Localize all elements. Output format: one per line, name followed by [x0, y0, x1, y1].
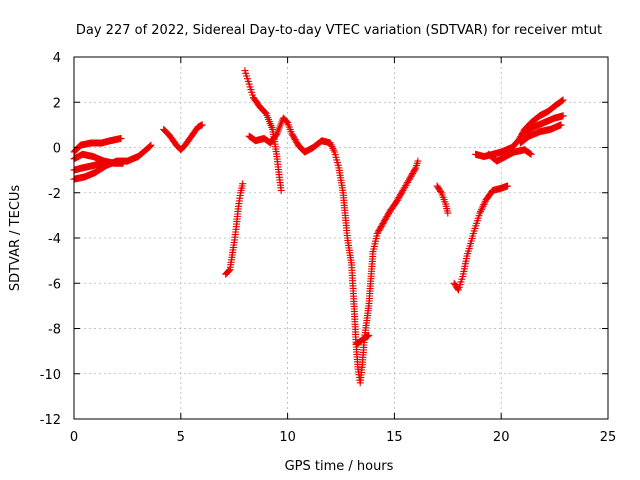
y-axis-ticks: -12 -10 -8 -6 -4 -2 0 2 4	[40, 51, 608, 428]
data-points	[70, 67, 567, 387]
data-point	[146, 142, 154, 150]
y-tick-label: -2	[48, 187, 61, 202]
data-point	[414, 157, 422, 165]
grid-lines	[74, 57, 608, 419]
x-tick-label: 15	[386, 430, 403, 445]
chart-title: Day 227 of 2022, Sidereal Day-to-day VTE…	[76, 23, 602, 38]
x-tick-label: 10	[279, 430, 296, 445]
data-point	[559, 112, 567, 120]
data-point	[444, 209, 452, 217]
data-point	[365, 331, 373, 339]
data-point	[405, 175, 413, 183]
data-point	[395, 194, 403, 202]
x-tick-label: 0	[70, 430, 78, 445]
data-point	[454, 285, 462, 293]
x-axis-label: GPS time / hours	[285, 459, 394, 474]
data-point	[477, 207, 485, 215]
data-point	[277, 187, 285, 194]
data-point	[117, 134, 125, 142]
data-point	[480, 201, 488, 209]
data-point	[477, 206, 485, 214]
data-point	[373, 230, 381, 237]
x-tick-label: 5	[177, 430, 185, 445]
data-point	[476, 209, 484, 217]
data-point	[557, 121, 565, 129]
data-point	[379, 220, 387, 228]
data-point	[380, 218, 388, 226]
data-point	[272, 131, 280, 139]
y-tick-label: 2	[53, 96, 61, 111]
data-point	[478, 204, 486, 212]
data-point	[526, 150, 534, 158]
y-tick-label: -10	[40, 368, 61, 383]
data-point	[239, 180, 247, 188]
data-point	[225, 267, 233, 275]
x-tick-label: 25	[600, 430, 617, 445]
data-point	[411, 165, 419, 173]
x-tick-label: 20	[493, 430, 510, 445]
data-point	[147, 141, 155, 149]
y-tick-label: -6	[48, 277, 61, 292]
y-tick-label: -12	[40, 413, 61, 428]
y-tick-label: 4	[53, 51, 61, 66]
data-point	[198, 121, 206, 129]
x-axis-ticks: 0 5 10 15 20 25	[70, 57, 616, 445]
data-point	[288, 130, 296, 138]
y-tick-label: -4	[48, 232, 61, 247]
data-point	[374, 228, 382, 236]
data-point	[481, 199, 489, 207]
data-point	[504, 182, 512, 190]
data-point	[527, 150, 535, 158]
data-point	[394, 195, 402, 203]
data-point	[558, 97, 566, 105]
y-tick-label: -8	[48, 323, 61, 338]
data-point	[289, 131, 297, 139]
y-axis-label: SDTVAR / TECUs	[8, 185, 23, 292]
data-point	[437, 187, 444, 195]
data-point	[559, 96, 567, 104]
data-point	[364, 332, 372, 340]
data-point	[479, 202, 487, 210]
data-point	[261, 108, 269, 116]
y-tick-label: 0	[53, 142, 61, 157]
data-point	[146, 143, 153, 151]
data-point	[406, 174, 414, 182]
